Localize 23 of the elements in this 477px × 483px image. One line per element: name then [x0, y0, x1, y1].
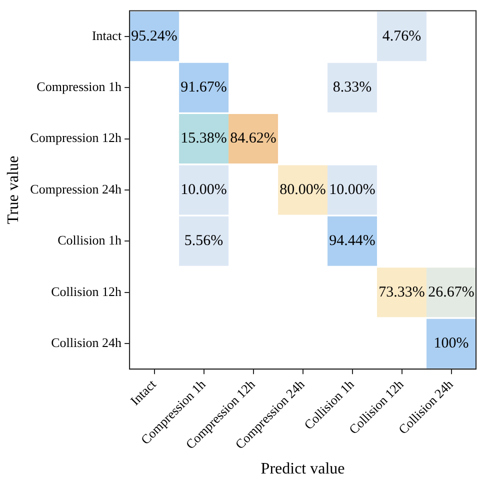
data-label: 10.00% [180, 182, 227, 198]
y-tick-label: Intact [92, 28, 122, 43]
data-label: 26.67% [428, 284, 474, 300]
data-label: 5.56% [184, 233, 224, 250]
data-label: 91.67% [180, 80, 227, 96]
data-label: 73.33% [378, 284, 425, 300]
data-label: 15.38% [180, 130, 227, 147]
y-tick-label: Collision 1h [58, 232, 122, 248]
data-label: 95.24% [131, 28, 178, 44]
y-axis-title: True value [4, 156, 22, 224]
y-tick-label: Compression 1h [36, 79, 122, 94]
data-label: 100% [434, 336, 469, 352]
data-label: 84.62% [230, 130, 276, 147]
data-label: 8.33% [332, 80, 372, 96]
y-tick-label: Compression 24h [30, 181, 122, 196]
y-tick-label: Collision 12h [51, 284, 122, 299]
data-label: 10.00% [329, 182, 376, 198]
data-label: 94.44% [329, 233, 376, 250]
y-tick-label: Compression 12h [30, 130, 122, 146]
data-label: 80.00% [280, 182, 326, 198]
y-tick-label: Collision 24h [51, 334, 122, 350]
x-axis-title: Predict value [260, 460, 345, 478]
data-label: 4.76% [382, 28, 422, 44]
